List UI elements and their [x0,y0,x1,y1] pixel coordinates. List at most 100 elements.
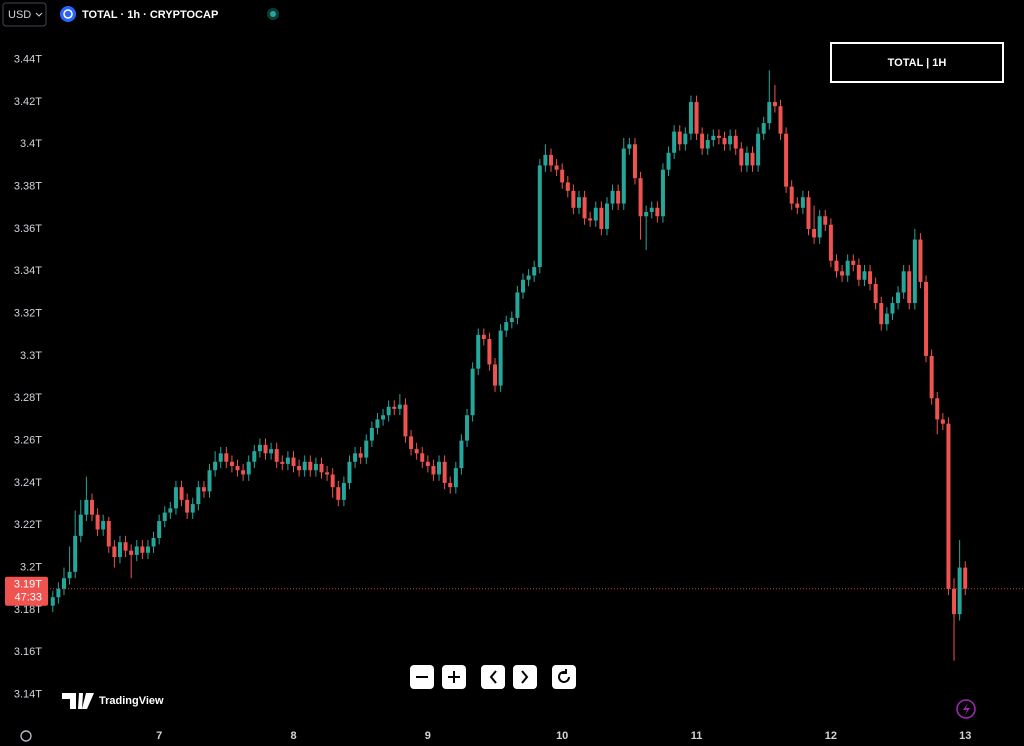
candle-body [481,334,486,340]
scroll-right-button[interactable] [513,665,537,689]
candle-body [336,487,341,500]
candle-body [319,463,324,473]
candle-body [632,144,637,179]
y-tick-label: 3.28T [14,392,42,404]
candle-body [302,461,307,471]
candle-body [761,123,766,134]
candle-body [728,135,733,145]
badge-box [830,42,1004,83]
candle-body [901,271,906,293]
candle-body [78,514,83,536]
candle-body [845,260,850,276]
candle-body [101,521,106,530]
candle-body [50,597,55,606]
candle-body [459,440,464,469]
candle-body [285,457,290,464]
candle-body [543,154,548,166]
candle-body [772,101,777,107]
currency-button[interactable] [2,2,47,27]
candle-body [694,101,699,134]
candle-body [918,239,923,282]
candle-body [403,404,408,437]
scroll-left-button[interactable] [481,665,505,689]
reset-button[interactable] [552,665,576,689]
candle-body [649,207,654,213]
candle-body [425,461,430,467]
y-tick-label: 3.36T [14,223,42,235]
candle-body [789,186,794,204]
candle-body [381,415,386,420]
alert-icon[interactable] [956,699,976,719]
x-tick-label: 8 [290,730,296,742]
candle-body [879,303,884,325]
countdown: 47:33 [14,592,42,604]
candle-body [448,482,453,488]
candle-body [297,466,302,471]
status-dot [270,11,276,17]
x-tick-label: 7 [156,730,162,742]
candle-body [666,152,671,170]
last-price-label: 3.19T [14,579,42,591]
candle-body [677,131,682,145]
settings-icon[interactable] [20,730,32,742]
candle-body [229,461,234,467]
candle-body [498,330,503,386]
candle-body [795,203,800,208]
candle-body [907,271,912,304]
candle-body [621,148,626,204]
y-tick-label: 3.3T [20,350,42,362]
y-tick-label: 3.16T [14,646,42,658]
candle-body [660,169,665,217]
candle-body [616,190,621,204]
scroll-left-icon [489,670,497,684]
y-tick-label: 3.14T [14,689,42,701]
candle-body [257,444,262,452]
candle-body [409,436,414,450]
candle-body [565,182,570,191]
dropdown-icon [35,12,43,17]
y-tick-label: 3.22T [14,519,42,531]
watermark-logo [62,693,94,709]
x-tick-label: 12 [825,730,837,742]
candle-body [627,144,632,149]
candle-body [537,165,542,268]
candle-body [224,453,229,462]
zoom-controls [410,665,576,689]
candle-body [465,415,470,441]
y-tick-label: 3.4T [20,138,42,150]
candle-body [655,207,660,217]
y-tick-label: 3.32T [14,308,42,320]
candle-body [89,499,94,515]
candle-body [341,482,346,500]
candle-body [330,474,335,488]
candle-body [61,578,66,589]
candle-body [274,449,279,462]
candle-body [291,457,296,467]
candle-body [84,499,89,515]
candle-body [935,398,940,420]
x-tick-label: 11 [691,730,703,742]
candle-body [744,152,749,166]
candle-body [263,444,268,454]
candle-body [700,133,705,149]
symbol-icon [60,6,76,22]
candle-body [185,499,190,513]
candle-body [896,292,901,304]
candle-body [532,267,537,276]
candle-body [957,567,962,615]
candle-body [213,461,218,471]
candle-body [246,461,251,475]
candle-body [134,546,139,555]
candle-body [812,228,817,238]
currency: USD [8,9,31,21]
candle-body [67,571,72,579]
candle-body [924,281,929,356]
candle-body [604,203,609,229]
candle-body [856,264,861,280]
candle-body [946,423,951,589]
candle-body [940,419,945,424]
candle-body [806,197,811,229]
candle-body [437,461,442,475]
candle-body [929,355,934,399]
y-tick-label: 3.18T [14,604,42,616]
